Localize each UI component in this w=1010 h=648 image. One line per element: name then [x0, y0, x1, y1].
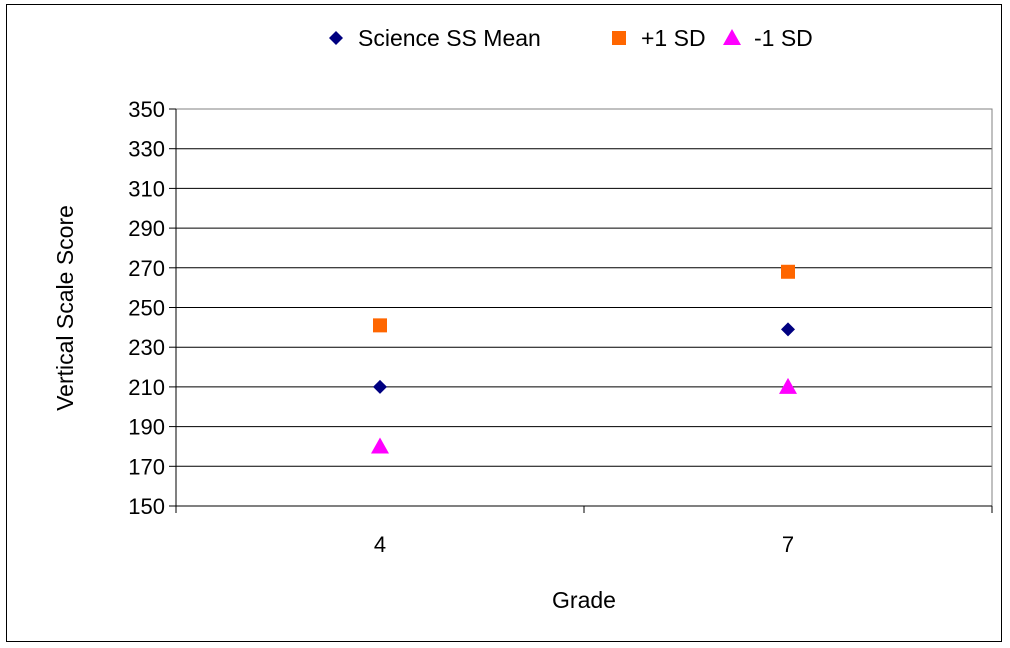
data-point [373, 379, 387, 394]
legend: Science SS Mean +1 SD -1 SD [329, 25, 813, 51]
y-tick-label: 250 [128, 296, 165, 321]
data-points [371, 264, 797, 454]
gridlines [176, 108, 992, 467]
y-axis-title: Vertical Scale Score [52, 205, 78, 411]
y-tick-label: 270 [128, 256, 165, 281]
legend-marker [612, 31, 626, 45]
y-tick-label: 350 [128, 97, 165, 122]
legend-label: +1 SD [641, 25, 706, 51]
x-axis-title: Grade [552, 587, 616, 613]
legend-marker [329, 31, 343, 45]
legend-item: Science SS Mean [329, 25, 541, 51]
y-tick-label: 310 [128, 176, 165, 201]
legend-marker [723, 29, 741, 45]
data-point [373, 318, 387, 333]
y-tick-label: 230 [128, 335, 165, 360]
legend-label: -1 SD [754, 25, 813, 51]
legend-item: +1 SD [612, 25, 706, 51]
data-point [779, 377, 797, 394]
y-tick-label: 170 [128, 454, 165, 479]
legend-item: -1 SD [723, 25, 813, 51]
y-tick-label: 210 [128, 375, 165, 400]
data-point [371, 437, 389, 454]
y-tick-label: 150 [128, 494, 165, 519]
x-tick-label: 4 [374, 532, 386, 557]
x-tick-label: 7 [782, 532, 794, 557]
y-tick-label: 190 [128, 415, 165, 440]
legend-label: Science SS Mean [358, 25, 541, 51]
data-point [781, 322, 795, 337]
chart-frame [6, 4, 1002, 642]
data-point [781, 264, 795, 279]
y-tick-label: 330 [128, 137, 165, 162]
y-axis: 150 170 190 210 230 250 270 290 310 330 350 [128, 97, 177, 519]
y-tick-label: 290 [128, 216, 165, 241]
